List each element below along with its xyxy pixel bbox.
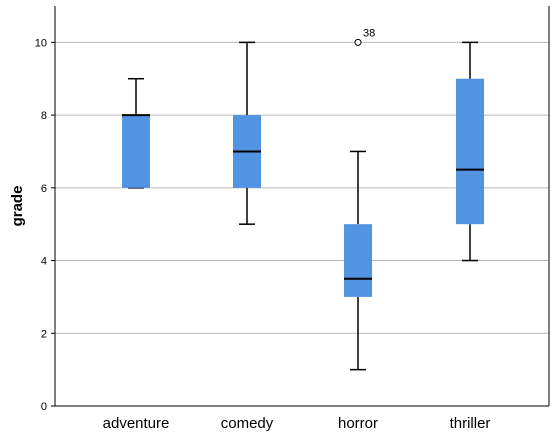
box-horror: 38 [344, 27, 375, 371]
iqr-box [122, 115, 150, 188]
iqr-box [344, 224, 372, 297]
y-tick-label: 6 [41, 183, 47, 195]
y-tick-label: 0 [41, 401, 47, 413]
category-label-comedy: comedy [221, 415, 274, 432]
outlier-label: 38 [363, 27, 375, 39]
box-comedy [233, 41, 261, 225]
axes [51, 6, 550, 407]
y-tick-label: 4 [41, 256, 47, 268]
box-adventure [122, 77, 150, 189]
category-label-horror: horror [338, 415, 378, 432]
outlier-point [354, 38, 362, 46]
y-tick-label: 2 [41, 328, 47, 340]
iqr-box [456, 78, 484, 225]
y-tick-label: 8 [41, 110, 47, 122]
y-tick-label: 10 [35, 37, 47, 49]
y-axis-title: grade [9, 186, 26, 227]
category-label-adventure: adventure [103, 415, 170, 432]
box-thriller [456, 41, 484, 262]
boxes: 38 [122, 27, 484, 371]
category-label-thriller: thriller [450, 415, 491, 432]
labels: 0 2 4 6 8 10 adventure comedy horror thriller [35, 37, 491, 432]
